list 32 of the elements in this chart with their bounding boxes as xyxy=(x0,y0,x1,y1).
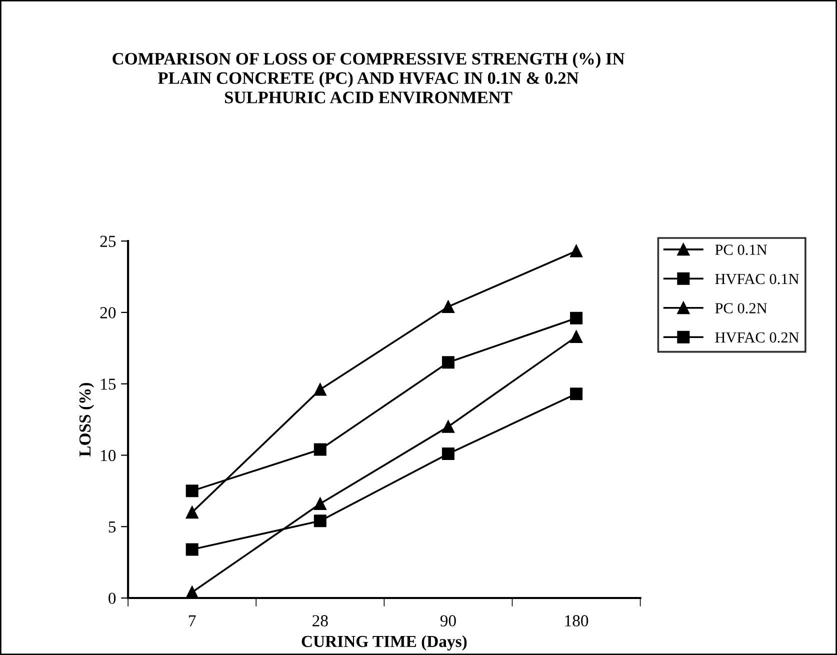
legend-label: PC 0.1N xyxy=(715,244,768,255)
x-tick-label: 180 xyxy=(565,615,588,626)
point xyxy=(186,543,198,556)
point xyxy=(570,330,583,343)
point xyxy=(314,514,326,528)
x-tick-label: 28 xyxy=(312,615,328,626)
x-tick-label: 7 xyxy=(189,615,196,626)
y-axis-title: LOSS (%) xyxy=(78,382,94,457)
x-tick-label: 90 xyxy=(440,615,456,626)
legend-label: HVFAC 0.1N xyxy=(715,274,799,284)
point xyxy=(314,443,326,456)
y-tick-label: 15 xyxy=(101,378,116,390)
x-axis-title: CURING TIME (Days) xyxy=(302,635,467,651)
chart-title: COMPARISON OF LOSS OF COMPRESSIVE STRENGTH (%) IN PLAIN CONCRETE (PC) AND HVFAC IN 0.1N & 0.2N SULPHURIC ACID ENVIRONMENT xyxy=(112,52,625,104)
point xyxy=(442,420,454,433)
legend-label: HVFAC 0.2N xyxy=(715,332,799,343)
legend-label: PC 0.2N xyxy=(715,303,768,314)
point xyxy=(186,506,198,519)
y-tick-label: 10 xyxy=(101,450,116,462)
point xyxy=(570,244,583,258)
y-tick-label: 0 xyxy=(108,592,116,604)
point xyxy=(186,484,198,498)
y-tick-label: 25 xyxy=(100,236,116,247)
point xyxy=(442,448,454,460)
point xyxy=(570,312,583,324)
point xyxy=(314,498,326,510)
point xyxy=(570,388,583,400)
y-tick-label: 20 xyxy=(100,307,116,318)
point xyxy=(442,356,454,369)
point xyxy=(442,300,454,313)
point xyxy=(314,383,326,396)
y-tick-label: 5 xyxy=(108,521,116,533)
